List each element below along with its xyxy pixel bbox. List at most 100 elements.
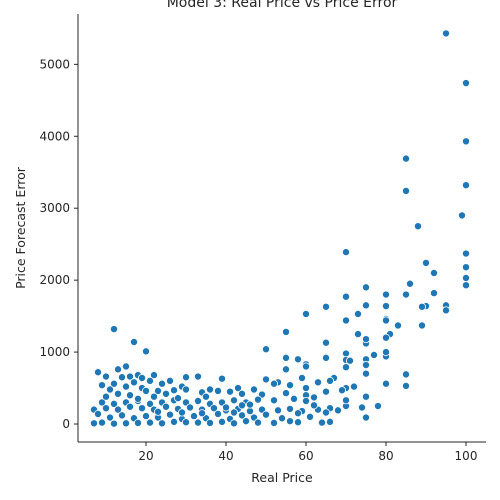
data-point <box>281 327 290 336</box>
data-point <box>221 403 230 412</box>
data-point <box>110 379 119 388</box>
data-point <box>353 330 362 339</box>
data-point <box>229 408 238 417</box>
data-point <box>185 403 194 412</box>
data-point <box>321 353 330 362</box>
data-point <box>457 211 466 220</box>
data-point <box>129 378 138 387</box>
data-point <box>337 386 346 395</box>
data-point <box>461 79 470 88</box>
data-point <box>118 373 127 382</box>
data-point <box>345 356 354 365</box>
data-point <box>253 418 262 427</box>
data-point <box>217 417 226 426</box>
data-point <box>102 392 111 401</box>
data-point <box>361 369 370 378</box>
data-point <box>141 386 150 395</box>
data-point <box>181 385 190 394</box>
data-point <box>321 338 330 347</box>
data-point <box>237 401 246 410</box>
data-point <box>277 414 286 423</box>
data-point <box>301 362 310 371</box>
data-point <box>349 382 358 391</box>
x-axis-label: Real Price <box>251 470 313 485</box>
data-point <box>285 381 294 390</box>
data-point <box>401 186 410 195</box>
data-point <box>118 411 127 420</box>
data-point <box>181 418 190 427</box>
data-point <box>141 347 150 356</box>
data-point <box>321 408 330 417</box>
data-point <box>126 391 135 400</box>
data-point <box>205 418 214 427</box>
data-point <box>369 350 378 359</box>
data-point <box>114 365 123 374</box>
data-point <box>122 382 131 391</box>
data-point <box>285 417 294 426</box>
data-point <box>381 302 390 311</box>
data-point <box>461 263 470 272</box>
chart-title: Model 3: Real Price vs Price Error <box>167 0 398 11</box>
data-point <box>325 376 334 385</box>
data-point <box>94 409 103 418</box>
data-point <box>461 137 470 146</box>
x-tick-label: 60 <box>298 449 313 463</box>
data-point <box>317 418 326 427</box>
points-layer <box>90 29 470 428</box>
data-point <box>229 419 238 428</box>
data-point <box>261 410 270 419</box>
data-point <box>149 371 158 380</box>
data-point <box>401 154 410 163</box>
data-point <box>157 419 166 428</box>
data-point <box>413 222 422 231</box>
data-point <box>253 395 262 404</box>
data-point <box>281 353 290 362</box>
data-point <box>361 392 370 401</box>
data-point <box>461 181 470 190</box>
data-point <box>421 258 430 267</box>
data-point <box>229 396 238 405</box>
data-point <box>110 419 119 428</box>
data-point <box>461 273 470 282</box>
data-point <box>141 412 150 421</box>
data-point <box>110 399 119 408</box>
data-point <box>245 400 254 409</box>
data-point <box>181 373 190 382</box>
data-point <box>145 399 154 408</box>
data-point <box>293 409 302 418</box>
data-point <box>225 387 234 396</box>
data-point <box>233 384 242 393</box>
data-point <box>98 398 107 407</box>
data-point <box>122 419 131 428</box>
data-point <box>106 385 115 394</box>
data-point <box>165 410 174 419</box>
data-point <box>381 290 390 299</box>
data-point <box>114 389 123 398</box>
data-point <box>281 389 290 398</box>
data-point <box>373 402 382 411</box>
data-point <box>217 374 226 383</box>
data-point <box>341 316 350 325</box>
y-tick-label: 0 <box>62 417 70 431</box>
x-ticks: 20 40 60 80 100 <box>138 442 477 463</box>
data-point <box>137 404 146 413</box>
data-point <box>301 396 310 405</box>
y-tick-label: 2000 <box>39 273 70 287</box>
data-point <box>145 376 154 385</box>
data-point <box>293 418 302 427</box>
data-point <box>361 301 370 310</box>
data-point <box>357 403 366 412</box>
data-point <box>237 411 246 420</box>
data-point <box>321 387 330 396</box>
data-point <box>193 396 202 405</box>
data-point <box>289 394 298 403</box>
data-point <box>145 418 154 427</box>
data-point <box>313 378 322 387</box>
data-point <box>381 333 390 342</box>
data-point <box>341 396 350 405</box>
data-point <box>461 249 470 258</box>
data-point <box>269 379 278 388</box>
data-point <box>165 376 174 385</box>
y-axis-label: Price Forecast Error <box>13 166 28 289</box>
data-point <box>129 338 138 347</box>
